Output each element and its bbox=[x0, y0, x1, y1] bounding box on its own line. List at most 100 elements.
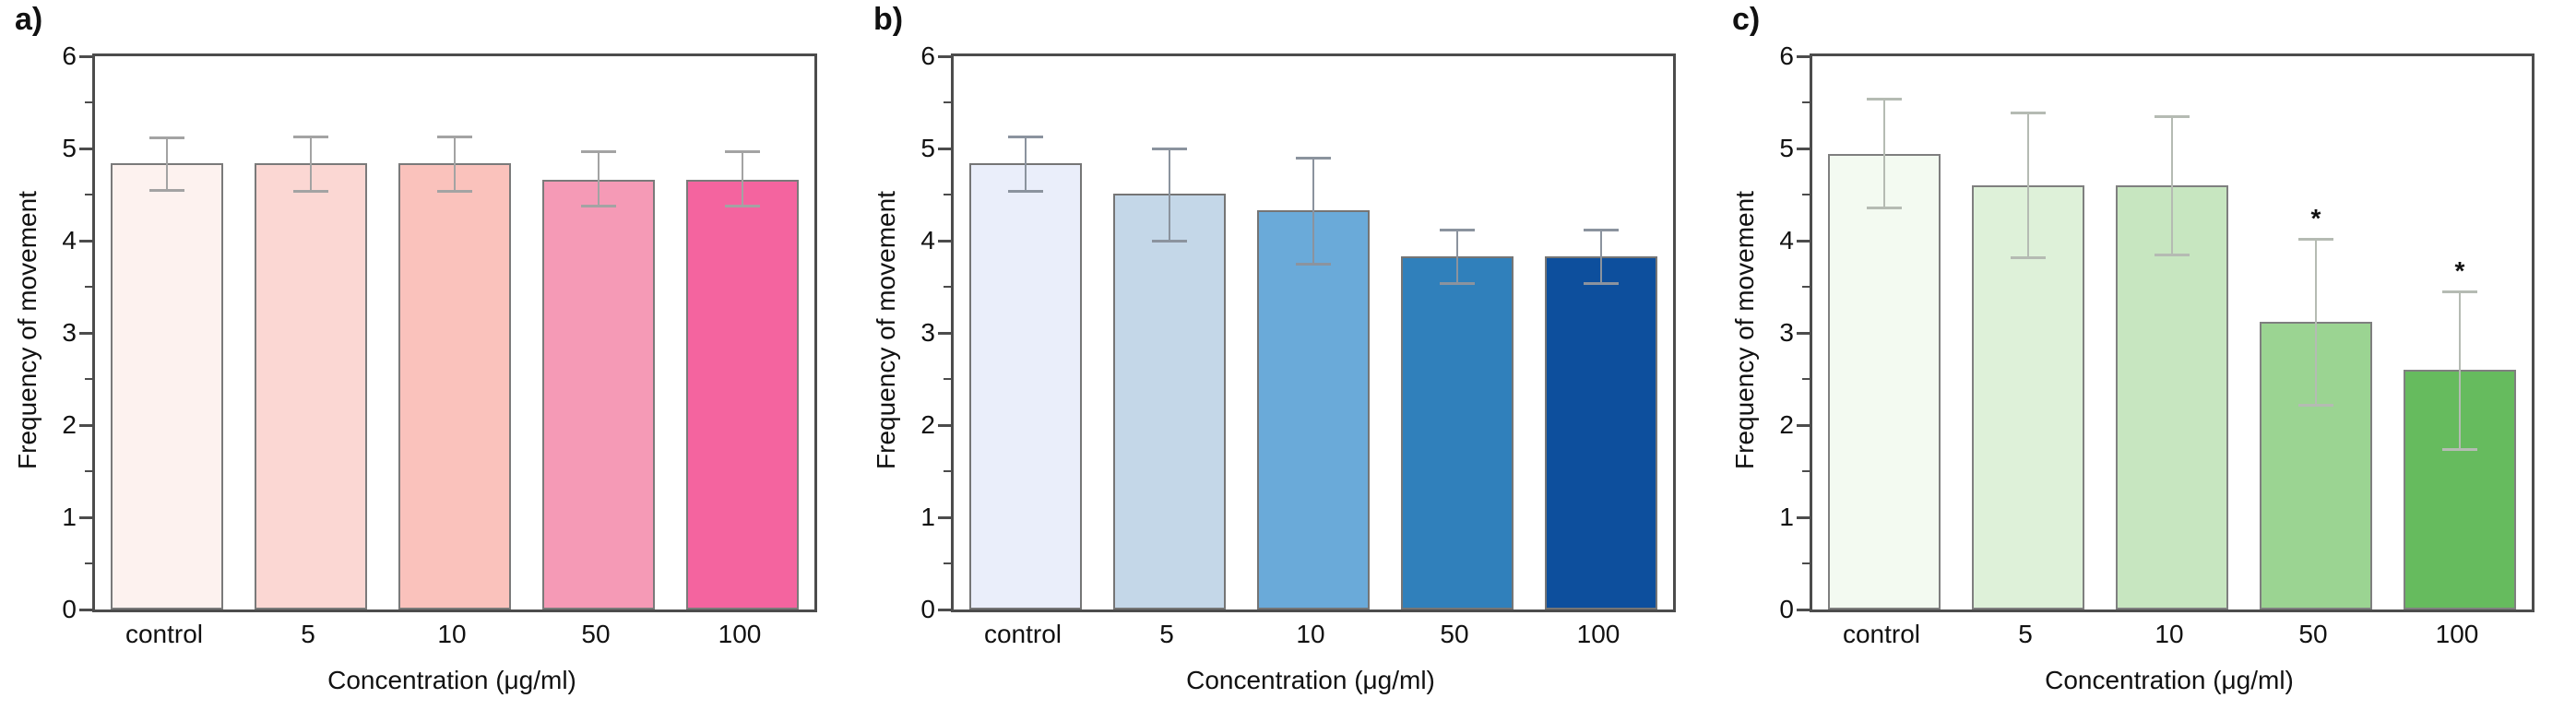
error-bar-cap bbox=[1152, 147, 1187, 150]
y-axis-major-tick bbox=[1797, 54, 1810, 58]
x-category-label: 10 bbox=[1296, 620, 1325, 648]
error-bar-line bbox=[2026, 112, 2030, 257]
y-axis-tick-label: 1 bbox=[1779, 503, 1794, 531]
y-axis-tick-label: 2 bbox=[920, 410, 935, 439]
error-bar-cap bbox=[581, 204, 616, 207]
y-axis-tick-label: 2 bbox=[62, 410, 77, 439]
y-axis-major-tick bbox=[1797, 331, 1810, 335]
y-axis-minor-tick bbox=[1802, 562, 1810, 564]
error-bar-cap bbox=[293, 135, 328, 138]
error-bar-cap bbox=[1008, 135, 1043, 138]
bar-control bbox=[111, 163, 223, 610]
panel-c-plot-area: 0 1 2 3 4 5 6 * * bbox=[1779, 41, 2534, 623]
y-axis-minor-tick bbox=[1802, 194, 1810, 195]
error-bar-cap bbox=[2155, 114, 2190, 118]
y-axis-major-tick bbox=[79, 423, 92, 427]
y-axis-major-tick bbox=[938, 608, 951, 611]
error-bar-cap bbox=[581, 149, 616, 153]
panel-b-x-axis-title: Concentration (μg/ml) bbox=[1186, 666, 1435, 694]
y-axis-major-tick bbox=[79, 54, 92, 58]
panel-a-label: a) bbox=[15, 2, 43, 37]
error-bar-cap bbox=[2155, 253, 2190, 256]
error-bar-cap bbox=[1440, 281, 1475, 285]
error-bar-line bbox=[1312, 158, 1315, 264]
y-axis-tick-label: 3 bbox=[62, 318, 77, 347]
bar-100 bbox=[1545, 256, 1657, 610]
y-axis-tick-label: 2 bbox=[1779, 410, 1794, 439]
bar-100 bbox=[686, 180, 799, 610]
x-category-label: 100 bbox=[718, 620, 762, 648]
x-category-label: 5 bbox=[301, 620, 315, 648]
error-bar-cap bbox=[1867, 206, 1902, 209]
y-axis-major-tick bbox=[938, 54, 951, 58]
x-category-label: 100 bbox=[1576, 620, 1620, 648]
y-axis-major-tick bbox=[1797, 147, 1810, 150]
y-axis-minor-tick bbox=[1802, 286, 1810, 288]
y-axis-minor-tick bbox=[1802, 470, 1810, 472]
panel-c: c) Frequency of movement 0 1 2 3 4 5 6 * * contr… bbox=[1717, 0, 2576, 722]
error-bar-line bbox=[741, 151, 744, 206]
y-axis-tick-label: 0 bbox=[1779, 595, 1794, 623]
y-axis-minor-tick bbox=[1802, 378, 1810, 380]
error-bar-cap bbox=[1584, 228, 1619, 231]
y-axis-major-tick bbox=[938, 239, 951, 243]
error-bar-line bbox=[1168, 148, 1171, 241]
y-axis-major-tick bbox=[79, 239, 92, 243]
y-axis-major-tick bbox=[1797, 239, 1810, 243]
x-category-label: 50 bbox=[2298, 620, 2328, 648]
x-category-label: 10 bbox=[2155, 620, 2184, 648]
bar-50 bbox=[1401, 256, 1514, 610]
y-axis-major-tick bbox=[938, 515, 951, 519]
error-bar-cap bbox=[1584, 281, 1619, 285]
bar-10 bbox=[398, 163, 511, 610]
error-bar-line bbox=[2170, 116, 2174, 254]
error-bar-cap bbox=[2442, 290, 2477, 293]
bar-100 bbox=[2404, 370, 2516, 610]
x-category-label: control bbox=[125, 620, 204, 648]
error-bar-cap bbox=[293, 189, 328, 193]
y-axis-tick-label: 6 bbox=[920, 41, 935, 70]
y-axis-tick-label: 5 bbox=[62, 134, 77, 162]
error-bar-cap bbox=[1008, 189, 1043, 193]
bar-10 bbox=[1257, 210, 1370, 610]
panel-a-x-axis-title: Concentration (μg/ml) bbox=[327, 666, 576, 694]
y-axis-major-tick bbox=[1797, 608, 1810, 611]
error-bar-cap bbox=[2298, 237, 2333, 241]
error-bar-cap bbox=[1152, 239, 1187, 243]
x-category-label: 5 bbox=[1159, 620, 1174, 648]
error-bar-cap bbox=[437, 135, 472, 138]
error-bar-cap bbox=[437, 189, 472, 193]
y-axis-major-tick bbox=[79, 147, 92, 150]
y-axis-minor-tick bbox=[85, 286, 92, 288]
x-category-label: control bbox=[1842, 620, 1921, 648]
y-axis-minor-tick bbox=[85, 378, 92, 380]
error-bar-line bbox=[453, 136, 457, 191]
error-bar-line bbox=[1024, 136, 1027, 191]
bar-5 bbox=[1113, 194, 1226, 610]
error-bar-line bbox=[2458, 291, 2462, 449]
significance-asterisk: * bbox=[2454, 256, 2465, 285]
y-axis-tick-label: 5 bbox=[920, 134, 935, 162]
error-bar-line bbox=[2314, 239, 2318, 405]
y-axis-major-tick bbox=[79, 608, 92, 611]
y-axis-minor-tick bbox=[944, 286, 951, 288]
y-axis-tick-label: 3 bbox=[1779, 318, 1794, 347]
y-axis-major-tick bbox=[938, 423, 951, 427]
bar-50 bbox=[542, 180, 655, 610]
y-axis-tick-label: 4 bbox=[920, 226, 935, 254]
error-bar-cap bbox=[149, 188, 184, 192]
y-axis-major-tick bbox=[938, 147, 951, 150]
y-axis-major-tick bbox=[938, 331, 951, 335]
error-bar-cap bbox=[149, 136, 184, 139]
y-axis-tick-label: 1 bbox=[62, 503, 77, 531]
bar-control bbox=[1828, 154, 1941, 610]
error-bar-cap bbox=[2442, 447, 2477, 451]
panel-c-label: c) bbox=[1732, 2, 1761, 37]
error-bar-line bbox=[1455, 230, 1459, 283]
error-bar-line bbox=[597, 151, 600, 206]
y-axis-minor-tick bbox=[944, 194, 951, 195]
panel-a-x-category-labels: control 5 10 50 100 bbox=[92, 620, 812, 653]
y-axis-tick-label: 0 bbox=[920, 595, 935, 623]
